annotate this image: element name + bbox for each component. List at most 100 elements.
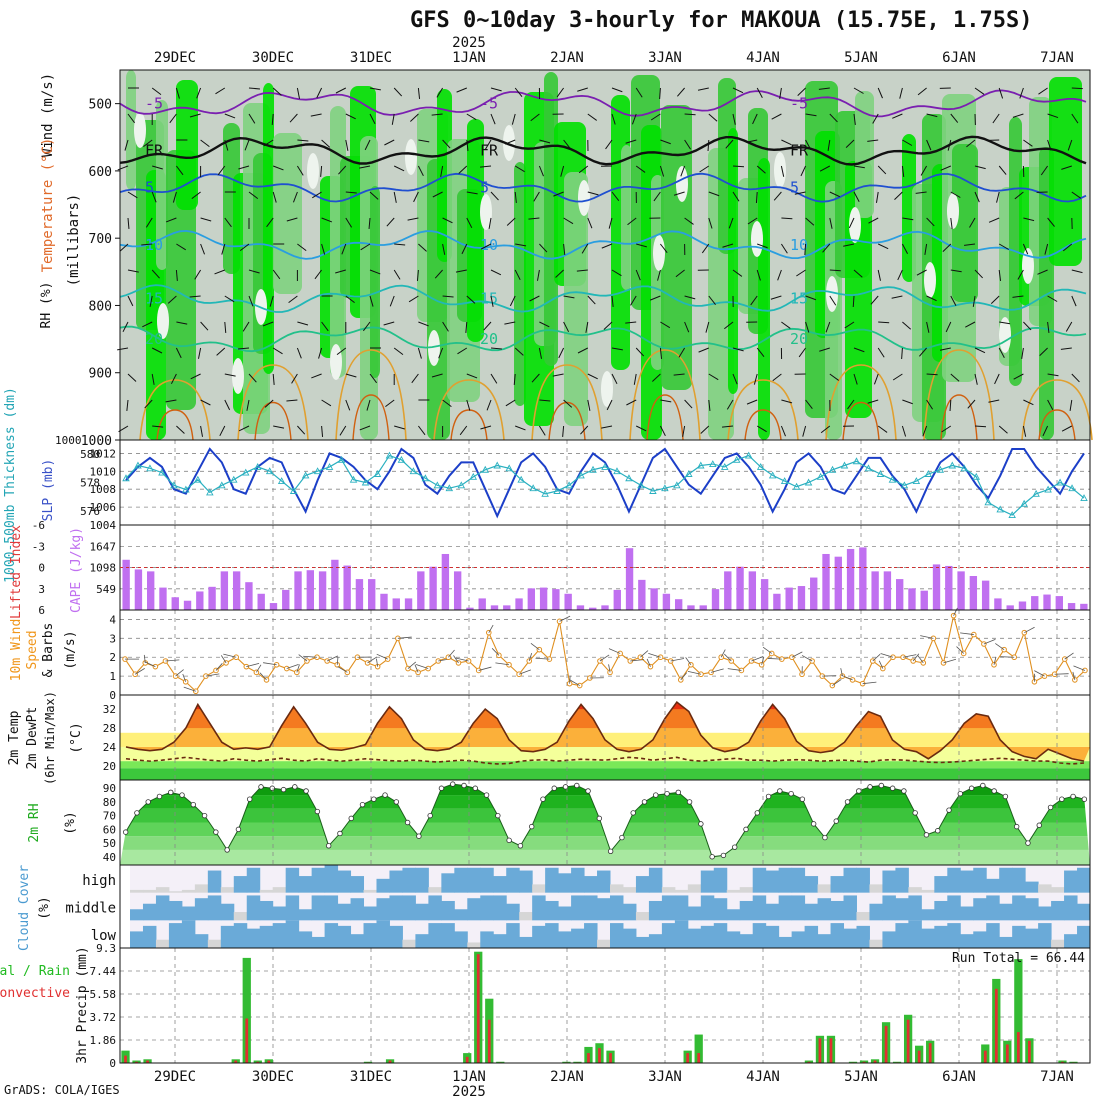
wind-barb: [490, 191, 499, 201]
wind-barb: [1072, 671, 1076, 680]
wind-barb: [659, 87, 661, 100]
wind-barb: [972, 295, 976, 307]
wind-barb: [781, 139, 792, 146]
wind-barb: [266, 217, 274, 228]
wind-barb: [408, 295, 419, 303]
wind-barb: [700, 425, 710, 434]
wind-barb: [248, 373, 257, 383]
wind-barb: [289, 113, 298, 123]
cloud-cell: [986, 923, 1000, 948]
rh-blob: [564, 172, 588, 426]
rh-marker: [596, 815, 603, 822]
rh-marker: [325, 843, 332, 849]
rh-tick-label: 60: [103, 823, 116, 836]
wind-barb: [780, 425, 786, 437]
wind-barb: [335, 269, 346, 274]
warm-contour: [842, 401, 880, 441]
wind-barb: [536, 269, 540, 281]
wind-barb: [926, 399, 934, 410]
cloud-cell: [843, 928, 857, 948]
wind-barb: [685, 657, 692, 666]
wind-barb: [1023, 139, 1033, 147]
wind-barb: [504, 321, 516, 325]
wind-barb: [386, 217, 395, 227]
wind-barb: [845, 139, 855, 149]
wind-barb: [1047, 295, 1058, 302]
thickness-marker: [158, 468, 166, 476]
time-label-top: 2JAN: [550, 50, 584, 66]
wind-barb: [514, 269, 521, 281]
cloud-cell: [778, 867, 793, 893]
rh-marker: [450, 781, 456, 787]
cloud-cell: [830, 900, 845, 921]
wind-barb: [488, 624, 494, 633]
wind-barb: [143, 139, 153, 148]
rh-marker: [765, 793, 772, 800]
cloud-cell: [493, 934, 507, 948]
thickness-marker: [241, 468, 250, 476]
cloud-cell: [973, 867, 987, 893]
temperature-tick-label: 28: [103, 722, 116, 735]
wind-barb: [336, 656, 339, 665]
wind-barb: [151, 373, 155, 385]
wind-barb: [722, 425, 734, 428]
rh-tick-label: 90: [103, 782, 116, 795]
wind-barb: [805, 399, 813, 409]
cloud-cell: [700, 895, 715, 921]
wind-barb: [393, 191, 397, 203]
wind-barb: [650, 295, 661, 301]
rh-marker: [980, 782, 986, 789]
wind-barb: [1038, 87, 1048, 95]
wind-barb: [974, 373, 978, 385]
cloud-cell: [130, 889, 144, 893]
wind-barb: [488, 217, 492, 229]
slp-tick-label: 1006: [90, 501, 117, 514]
cloud-cell: [765, 925, 780, 948]
cape-bar: [1055, 596, 1063, 610]
precip-convective-bar: [245, 1018, 249, 1063]
cape-bar: [797, 586, 806, 610]
wind-barb: [513, 373, 516, 386]
wind-barb: [466, 139, 469, 151]
wind-barb: [505, 399, 516, 407]
cloud-cell: [584, 923, 598, 948]
thickness-marker: [445, 484, 454, 492]
rh-marker: [889, 785, 896, 791]
wind-barb: [625, 139, 637, 144]
wind-barb: [877, 269, 881, 281]
rh-marker: [878, 782, 885, 789]
cloud-cell: [947, 923, 961, 948]
thickness-tick-label: 576: [80, 505, 100, 518]
wind-barb: [630, 659, 645, 662]
cloud-cell: [973, 931, 987, 948]
rh-marker: [743, 826, 749, 833]
cape-bar: [625, 548, 634, 610]
cape-bar: [355, 579, 364, 610]
wind-barb: [369, 295, 374, 307]
cloud-cell: [817, 884, 832, 893]
wind-barb: [732, 113, 736, 125]
wind-barb: [829, 295, 837, 306]
precip-convective-bar: [465, 1056, 469, 1063]
cloud-cell: [376, 920, 390, 948]
thickness-marker: [206, 488, 214, 496]
rh-marker: [844, 799, 851, 805]
wind-barb: [316, 87, 323, 99]
rh-dry-patch: [751, 221, 763, 257]
wind-barb: [321, 321, 329, 332]
rh-dry-patch: [578, 180, 590, 216]
cloud-cell: [999, 867, 1013, 893]
rh-marker: [935, 828, 941, 834]
wind-barb: [870, 295, 879, 305]
cape-bar: [134, 569, 143, 610]
cloud-cell: [506, 903, 520, 921]
precip-frame: [119, 947, 1091, 1064]
cape-bar: [613, 589, 621, 610]
wind-barb: [680, 165, 686, 177]
wind-barb: [1062, 243, 1073, 252]
time-label-bottom: 2JAN: [550, 1069, 584, 1085]
wind-barb: [511, 113, 516, 125]
contour-label: 20: [145, 330, 163, 348]
wind-barb: [950, 269, 962, 273]
wind-barb: [659, 165, 665, 177]
